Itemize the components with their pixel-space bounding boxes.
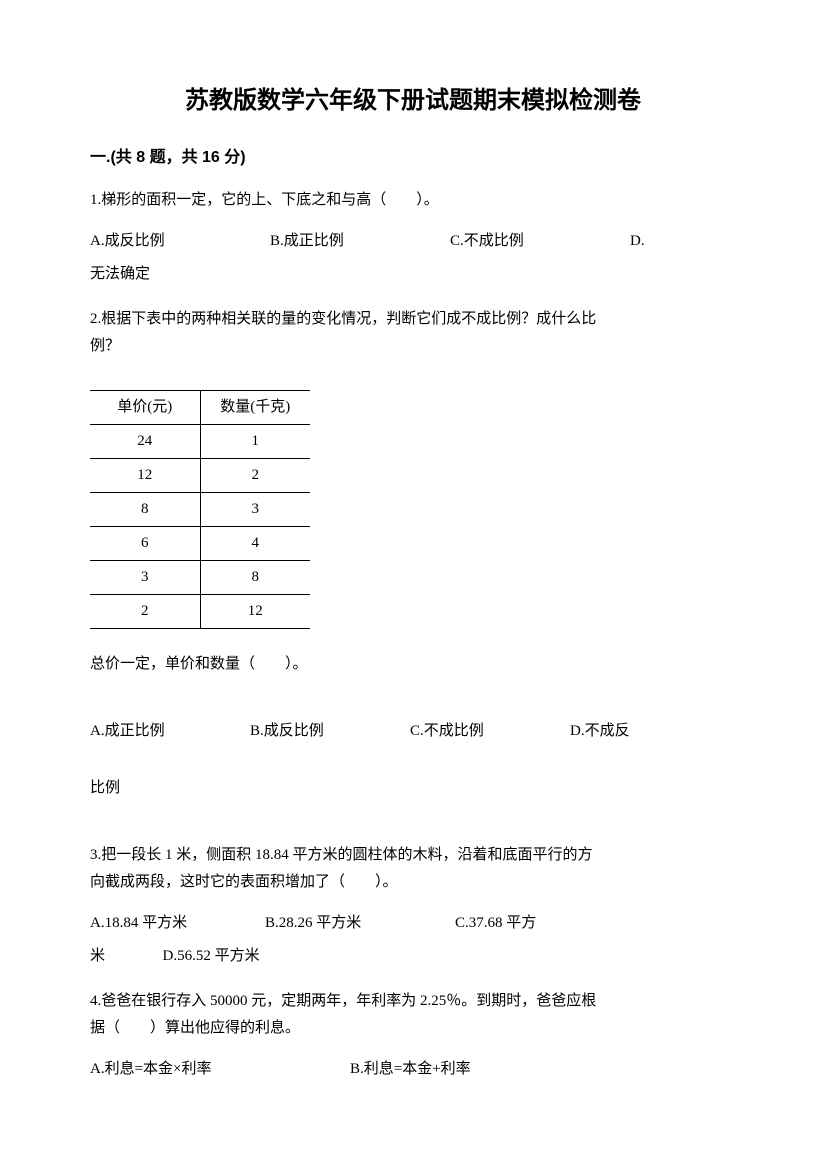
table-cell: 24 (90, 425, 200, 459)
q3-options: A.18.84 平方米 B.28.26 平方米 C.37.68 平方 (90, 910, 736, 937)
q2-text-line1: 2.根据下表中的两种相关联的量的变化情况，判断它们成不成比例？成什么比 (90, 306, 736, 333)
q2-options: A.成正比例 B.成反比例 C.不成比例 D.不成反 (90, 718, 736, 745)
table-header-row: 单价(元) 数量(千克) (90, 391, 310, 425)
table-cell: 12 (90, 459, 200, 493)
q4-options: A.利息=本金×利率 B.利息=本金+利率 (90, 1056, 736, 1083)
table-row: 24 1 (90, 425, 310, 459)
q4-option-a: A.利息=本金×利率 (90, 1056, 350, 1083)
q1-option-a: A.成反比例 (90, 228, 270, 255)
q1-option-b: B.成正比例 (270, 228, 450, 255)
section-1-header: 一.(共 8 题，共 16 分) (90, 143, 736, 167)
question-2: 2.根据下表中的两种相关联的量的变化情况，判断它们成不成比例？成什么比 例？ 单… (90, 306, 736, 802)
question-3: 3.把一段长 1 米，侧面积 18.84 平方米的圆柱体的木料，沿着和底面平行的… (90, 842, 736, 970)
q2-option-c: C.不成比例 (410, 718, 570, 745)
q4-text-line2: 据（ ）算出他应得的利息。 (90, 1015, 736, 1042)
table-row: 6 4 (90, 527, 310, 561)
q3-option-b: B.28.26 平方米 (265, 910, 455, 937)
table-cell: 4 (200, 527, 310, 561)
q4-text-line1: 4.爸爸在银行存入 50000 元，定期两年，年利率为 2.25％。到期时，爸爸… (90, 988, 736, 1015)
table-cell: 1 (200, 425, 310, 459)
q4-option-b: B.利息=本金+利率 (350, 1056, 736, 1083)
q1-option-d: D. (630, 228, 736, 255)
q2-text-line2: 例？ (90, 333, 736, 360)
table-row: 12 2 (90, 459, 310, 493)
q1-options: A.成反比例 B.成正比例 C.不成比例 D. (90, 228, 736, 255)
q2-option-d-wrap: 比例 (90, 775, 736, 802)
table-cell: 3 (90, 561, 200, 595)
table-cell: 8 (200, 561, 310, 595)
table-col2-header: 数量(千克) (200, 391, 310, 425)
table-cell: 2 (90, 595, 200, 629)
table-cell: 3 (200, 493, 310, 527)
table-col1-header: 单价(元) (90, 391, 200, 425)
q2-option-a: A.成正比例 (90, 718, 250, 745)
q1-text: 1.梯形的面积一定，它的上、下底之和与高（ ）。 (90, 187, 736, 214)
table-row: 3 8 (90, 561, 310, 595)
q3-option-d: D.56.52 平方米 (163, 948, 260, 964)
q2-table: 单价(元) 数量(千克) 24 1 12 2 8 3 6 4 3 (90, 390, 310, 629)
q3-option-c: C.37.68 平方 (455, 910, 736, 937)
table-row: 8 3 (90, 493, 310, 527)
table-cell: 8 (90, 493, 200, 527)
q3-option-wrap: 米 D.56.52 平方米 (90, 943, 736, 970)
page-title: 苏教版数学六年级下册试题期末模拟检测卷 (90, 80, 736, 115)
q3-text-line1: 3.把一段长 1 米，侧面积 18.84 平方米的圆柱体的木料，沿着和底面平行的… (90, 842, 736, 869)
table-row: 2 12 (90, 595, 310, 629)
table-cell: 12 (200, 595, 310, 629)
q3-text-line2: 向截成两段，这时它的表面积增加了（ ）。 (90, 869, 736, 896)
q2-option-b: B.成反比例 (250, 718, 410, 745)
q3-wrap1: 米 (90, 948, 105, 964)
table-cell: 6 (90, 527, 200, 561)
question-4: 4.爸爸在银行存入 50000 元，定期两年，年利率为 2.25％。到期时，爸爸… (90, 988, 736, 1083)
table-cell: 2 (200, 459, 310, 493)
q1-option-c: C.不成比例 (450, 228, 630, 255)
q2-option-d: D.不成反 (570, 718, 736, 745)
q1-option-d-wrap: 无法确定 (90, 261, 736, 288)
q2-tail-text: 总价一定，单价和数量（ ）。 (90, 651, 736, 678)
question-1: 1.梯形的面积一定，它的上、下底之和与高（ ）。 A.成反比例 B.成正比例 C… (90, 187, 736, 288)
q3-option-a: A.18.84 平方米 (90, 910, 265, 937)
